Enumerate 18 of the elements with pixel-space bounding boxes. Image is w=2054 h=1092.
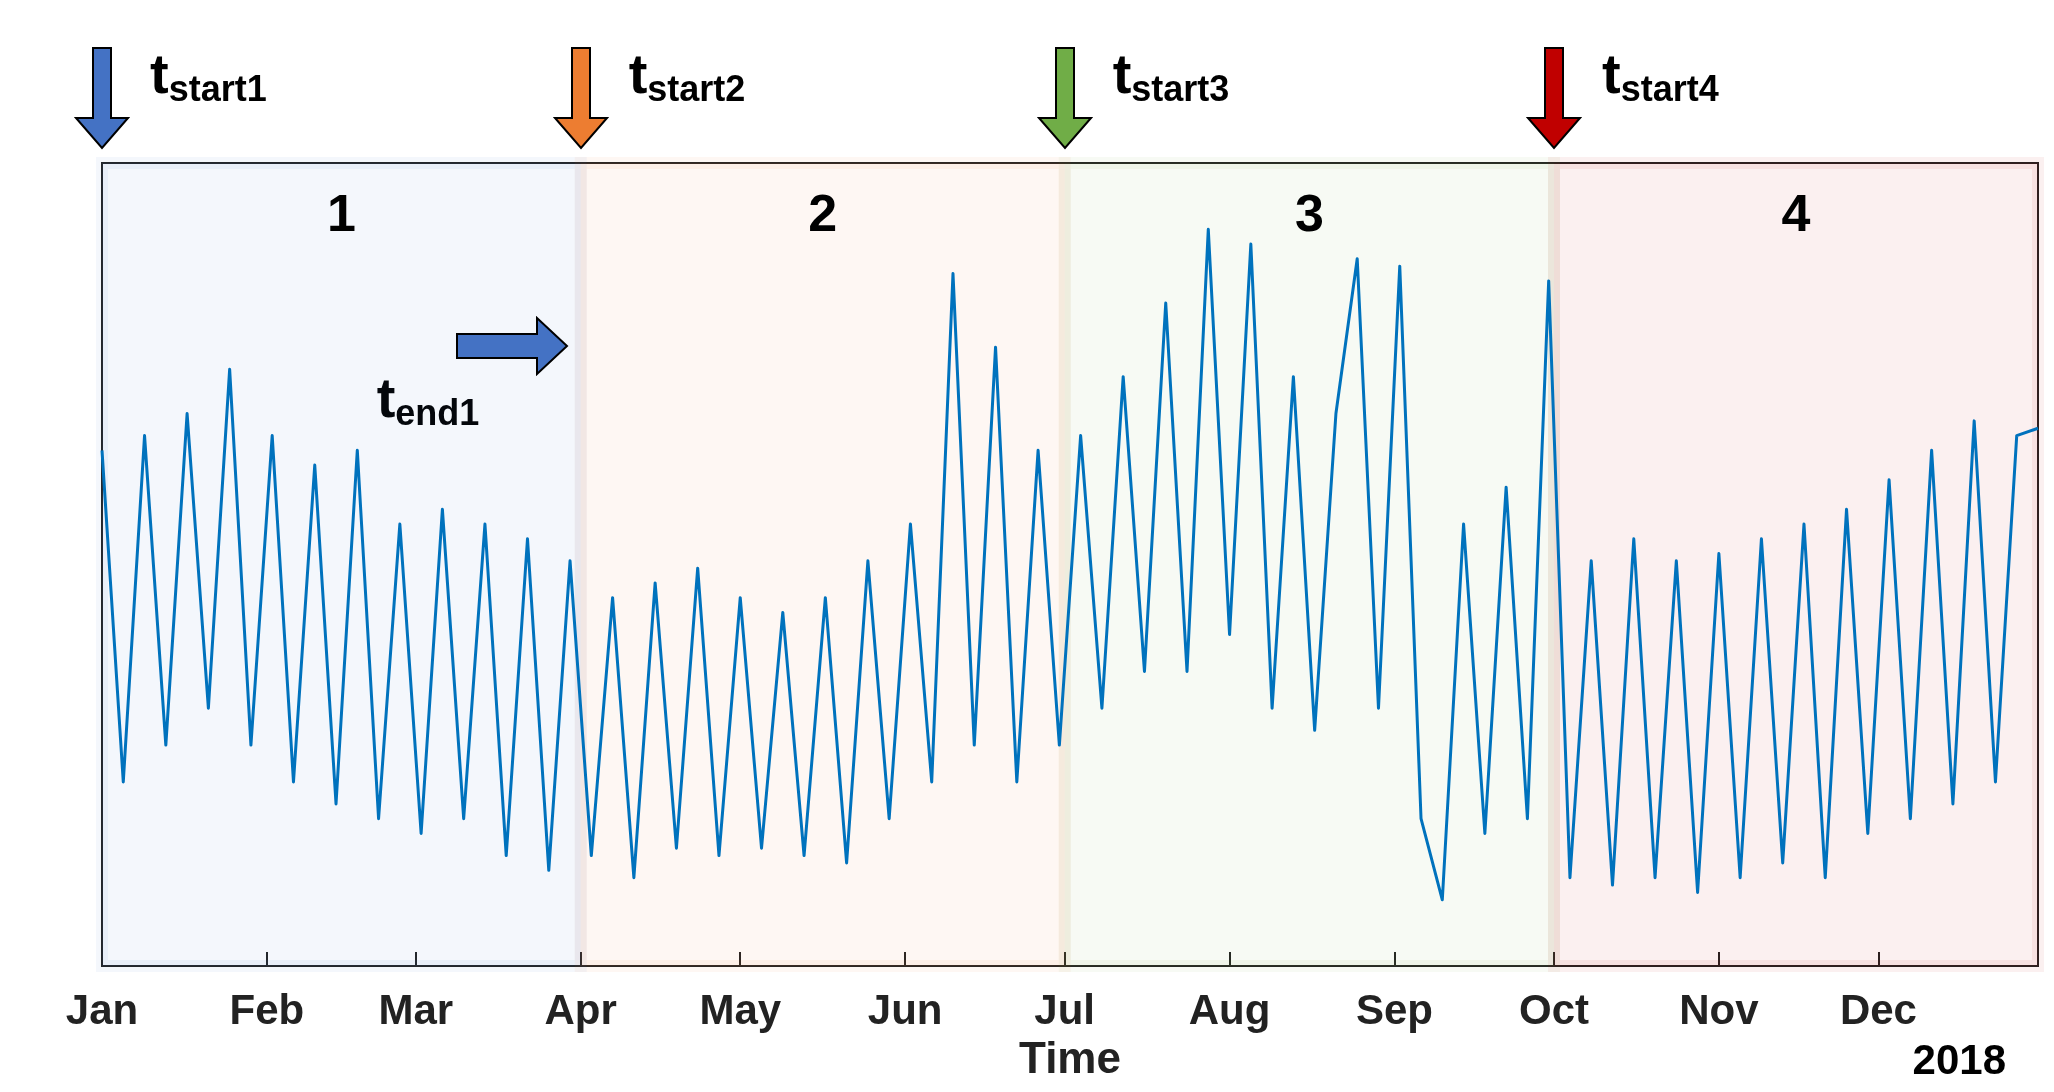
x-tick-label: Apr bbox=[544, 985, 617, 1033]
x-axis-title: Time bbox=[1019, 1032, 1121, 1082]
band-label: 4 bbox=[1781, 184, 1811, 242]
x-tick-label: May bbox=[699, 985, 782, 1033]
x-tick-label: Feb bbox=[229, 985, 305, 1033]
band-label: 1 bbox=[326, 184, 356, 242]
x-tick-label: Jan bbox=[65, 985, 139, 1033]
band-label: 2 bbox=[808, 184, 838, 242]
x-tick-label: Mar bbox=[378, 985, 454, 1033]
x-tick-label: Dec bbox=[1839, 985, 1917, 1033]
x-tick-label: Jul bbox=[1034, 985, 1096, 1033]
x-tick-label: Sep bbox=[1355, 985, 1433, 1033]
x-tick-label: Oct bbox=[1518, 985, 1590, 1033]
band-label: 3 bbox=[1294, 184, 1324, 242]
text: 2018 bbox=[1912, 1035, 2006, 1083]
x-tick-label: Nov bbox=[1679, 985, 1760, 1033]
x-tick-label: Jun bbox=[867, 985, 943, 1033]
x-tick-label: Aug bbox=[1188, 985, 1271, 1033]
